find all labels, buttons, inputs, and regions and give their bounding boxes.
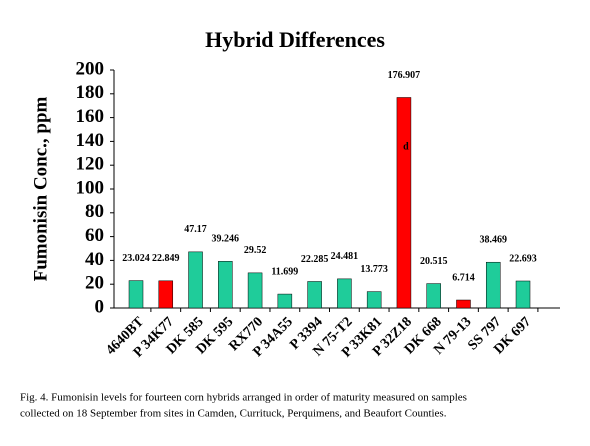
value-label: 22.285 [301, 254, 329, 265]
y-tick-label: 120 [76, 154, 105, 175]
bar [366, 291, 382, 309]
annotation: d [403, 141, 409, 152]
value-label: 47.17 [184, 224, 207, 235]
y-tick-label: 200 [76, 58, 105, 79]
bar [456, 299, 471, 309]
bar [218, 261, 233, 309]
y-axis-label: Fumonisin Conc., ppm [30, 96, 51, 281]
value-label: 13.773 [360, 264, 388, 275]
chart-title: Hybrid Differences [205, 27, 385, 52]
value-label: 39.246 [212, 234, 240, 245]
value-label: 23.024 [122, 253, 150, 264]
bar [158, 280, 174, 309]
caption: Fig. 4. Fumonisin levels for fourteen co… [20, 392, 467, 404]
bar [307, 281, 322, 309]
value-label: 22.693 [509, 253, 537, 264]
bar [128, 280, 144, 309]
y-tick-label: 80 [85, 201, 104, 222]
value-label: 11.699 [271, 266, 298, 277]
y-tick-label: 40 [85, 249, 104, 270]
y-tick-label: 20 [85, 273, 104, 294]
bar [247, 272, 263, 309]
bar [515, 280, 531, 309]
y-tick-label: 140 [76, 130, 105, 151]
y-tick-label: 0 [95, 296, 105, 317]
y-tick-label: 60 [85, 225, 104, 246]
y-tick-label: 180 [76, 82, 105, 103]
y-tick-label: 160 [76, 106, 105, 127]
caption: collected on 18 September from sites in … [20, 408, 447, 420]
bar [277, 293, 293, 309]
bar [188, 251, 203, 309]
value-label: 176.907 [388, 70, 421, 81]
value-label: 38.469 [479, 235, 507, 246]
bar [396, 97, 412, 309]
value-label: 24.481 [331, 251, 359, 262]
value-label: 20.515 [420, 256, 448, 267]
value-label: 6.714 [452, 272, 475, 283]
bar [337, 278, 352, 309]
y-tick-label: 100 [76, 177, 105, 198]
value-label: 22.849 [152, 253, 180, 264]
bar [426, 283, 441, 309]
bar [485, 261, 501, 309]
value-label: 29.52 [244, 245, 267, 256]
